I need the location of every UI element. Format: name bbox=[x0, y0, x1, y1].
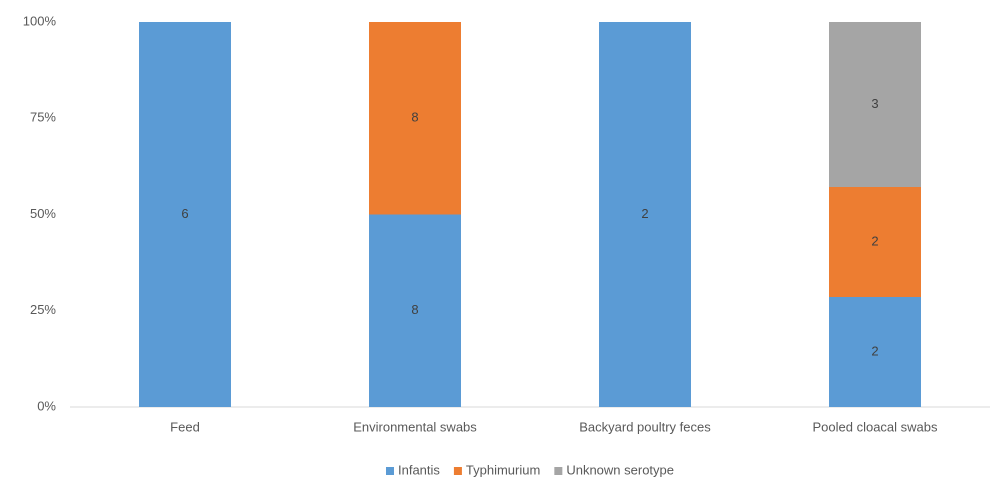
x-tick-label: Pooled cloacal swabs bbox=[812, 419, 938, 434]
data-label: 6 bbox=[181, 206, 188, 221]
y-tick-label: 75% bbox=[30, 110, 56, 125]
data-label: 3 bbox=[871, 96, 878, 111]
legend-label: Unknown serotype bbox=[566, 462, 674, 477]
y-tick-label: 50% bbox=[30, 206, 56, 221]
bar-segment bbox=[829, 187, 921, 297]
legend-label: Typhimurium bbox=[466, 462, 540, 477]
y-tick-label: 100% bbox=[23, 13, 57, 28]
bar-segment bbox=[369, 22, 461, 215]
y-tick-label: 25% bbox=[30, 302, 56, 317]
bar-segment bbox=[829, 22, 921, 187]
data-label: 8 bbox=[411, 302, 418, 317]
data-label: 8 bbox=[411, 110, 418, 125]
data-label: 2 bbox=[641, 206, 648, 221]
legend-swatch bbox=[385, 467, 394, 475]
y-tick-label: 0% bbox=[37, 398, 56, 413]
x-tick-label: Feed bbox=[170, 419, 200, 434]
data-label: 2 bbox=[871, 233, 878, 248]
bar-segment bbox=[369, 214, 461, 407]
data-label: 2 bbox=[871, 343, 878, 358]
legend-label: Infantis bbox=[398, 462, 440, 477]
bar-segment bbox=[829, 297, 921, 407]
legend-swatch bbox=[554, 467, 563, 475]
bar-segment bbox=[599, 22, 691, 407]
x-tick-label: Environmental swabs bbox=[353, 419, 477, 434]
x-tick-label: Backyard poultry feces bbox=[579, 419, 711, 434]
bar-segment bbox=[139, 22, 231, 407]
legend-swatch bbox=[453, 467, 462, 475]
